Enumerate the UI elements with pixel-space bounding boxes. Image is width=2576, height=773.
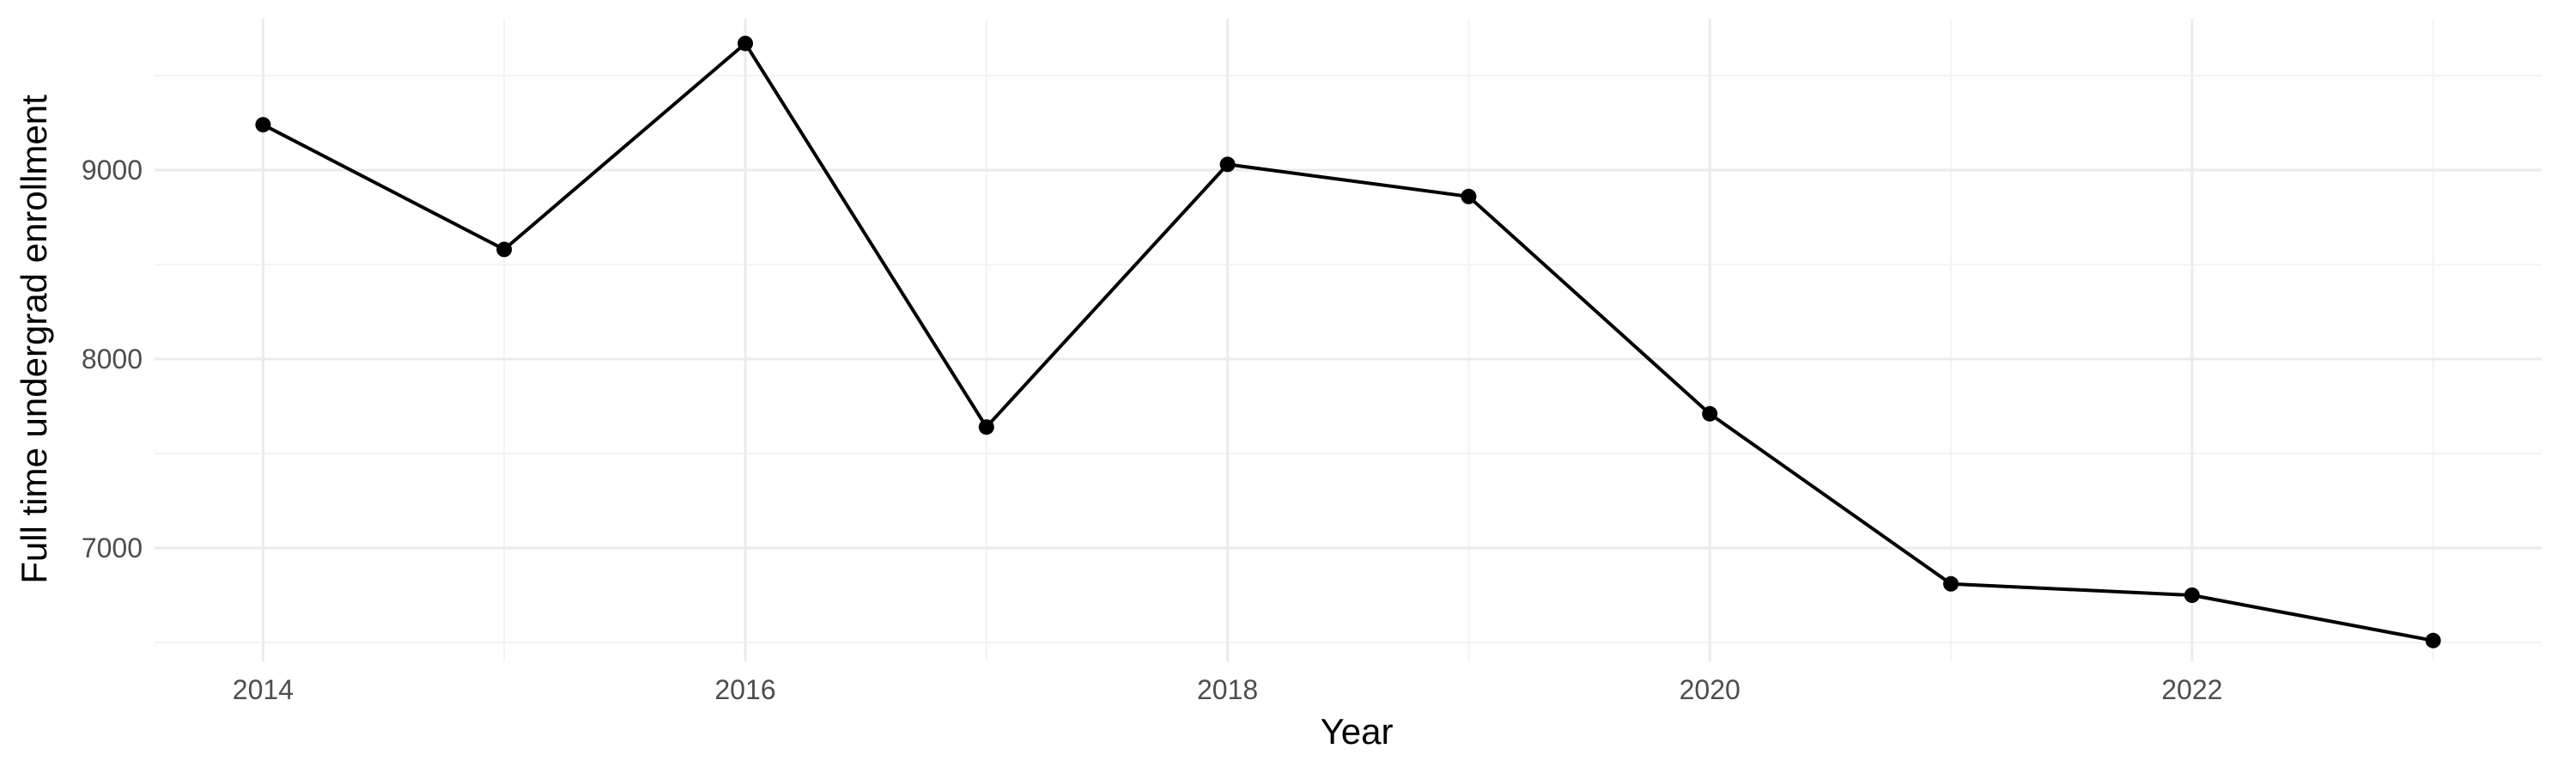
x-tick-label: 2016 xyxy=(714,674,775,705)
data-point xyxy=(2184,587,2200,603)
series-line xyxy=(262,41,2434,642)
y-axis-tick-labels: 7000 8000 9000 xyxy=(82,155,143,563)
data-point xyxy=(2425,632,2441,648)
data-point xyxy=(1702,405,1718,422)
x-axis-tick-labels: 2014 2016 2018 2020 2022 xyxy=(233,674,2223,705)
x-tick-label: 2022 xyxy=(2161,674,2222,705)
data-point xyxy=(255,117,271,133)
data-point xyxy=(1461,188,1477,204)
data-point xyxy=(737,35,753,52)
series-layer xyxy=(255,35,2441,648)
x-tick-label: 2018 xyxy=(1197,674,1258,705)
major-gridlines-y xyxy=(155,168,2542,550)
data-point xyxy=(496,241,513,258)
y-tick-label: 8000 xyxy=(82,344,143,374)
x-tick-label: 2014 xyxy=(233,674,294,705)
data-point xyxy=(1943,575,1959,592)
y-tick-label: 7000 xyxy=(82,533,143,563)
data-point xyxy=(978,419,994,435)
x-tick-label: 2020 xyxy=(1680,674,1741,705)
data-point xyxy=(1219,156,1236,173)
major-gridlines-x xyxy=(261,19,2194,661)
x-axis-title: Year xyxy=(1321,711,1394,752)
minor-gridlines-y xyxy=(155,75,2542,643)
y-tick-label: 9000 xyxy=(82,155,143,186)
y-axis-title: Full time undergrad enrollment xyxy=(14,94,54,584)
minor-gridlines-x xyxy=(503,19,2434,661)
